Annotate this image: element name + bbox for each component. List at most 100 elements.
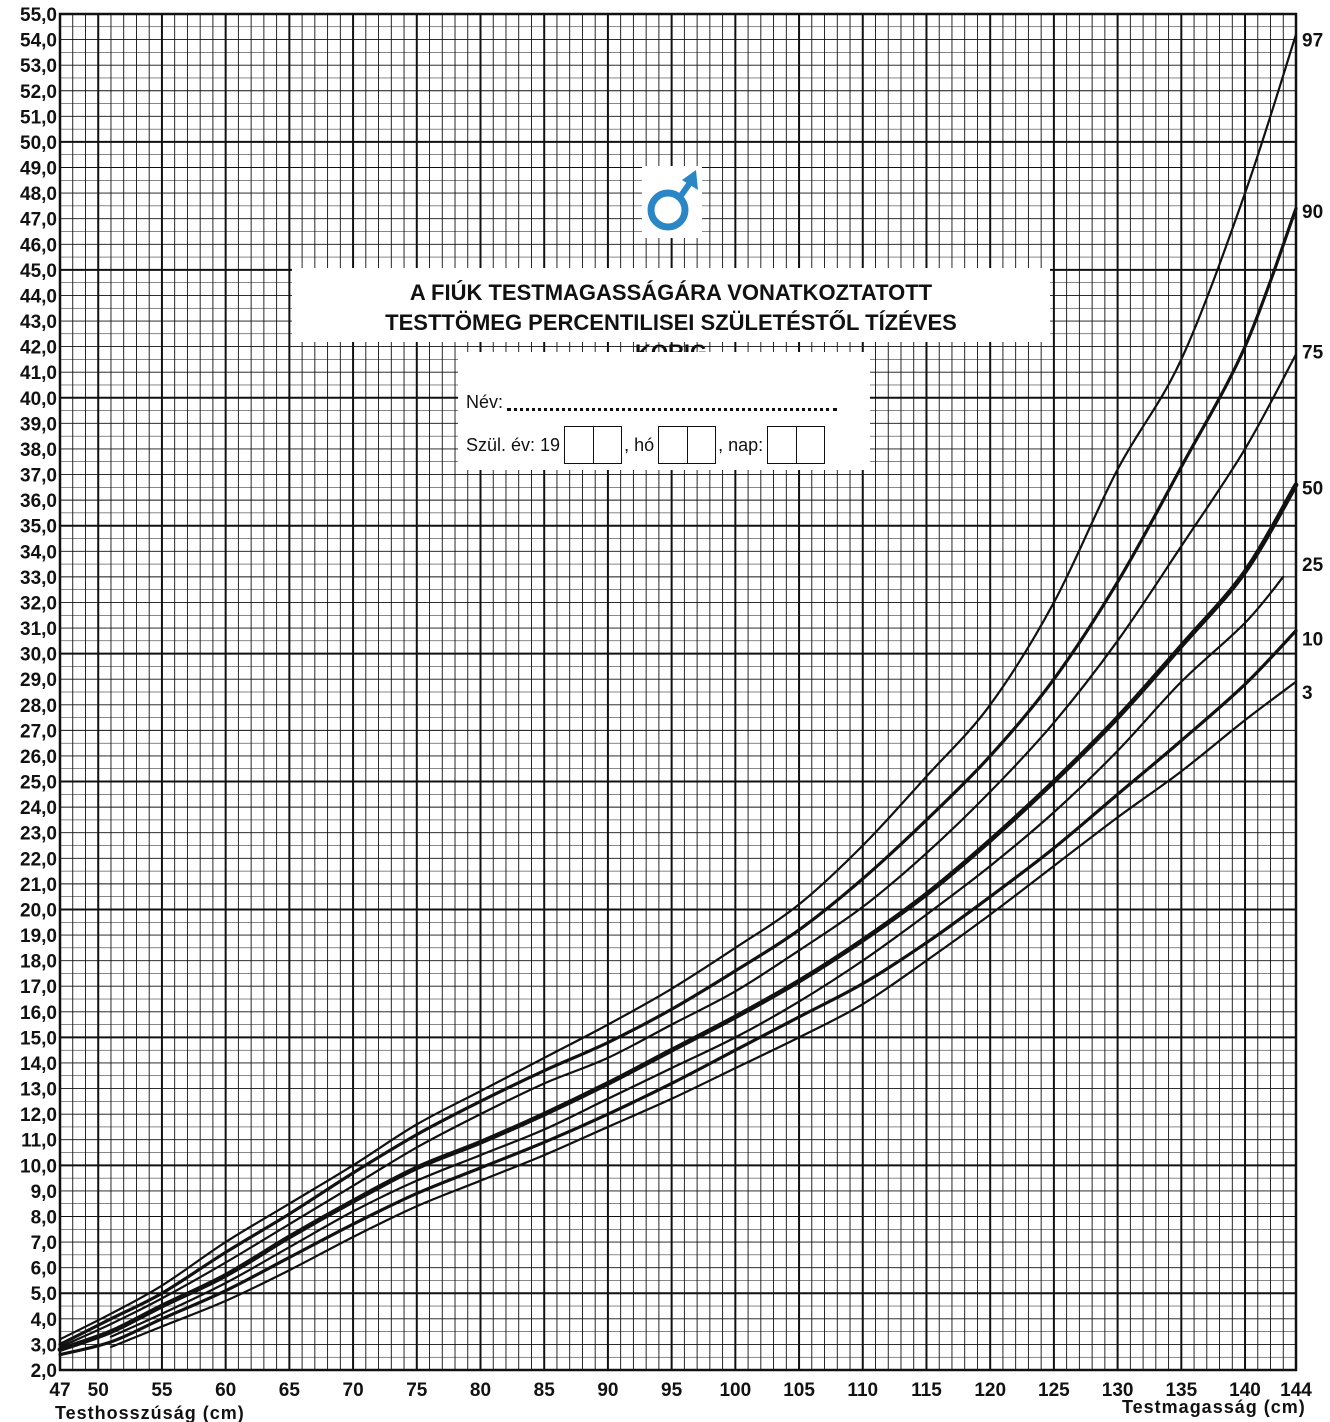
y-tick-label: 54,0 (20, 31, 57, 52)
male-symbol-icon (642, 166, 702, 238)
x-tick-label: 140 (1229, 1380, 1261, 1401)
major-grid (58, 12, 1298, 1372)
x-tick-label: 135 (1165, 1380, 1197, 1401)
y-tick-label: 41,0 (20, 363, 57, 384)
y-tick-label: 37,0 (20, 466, 57, 487)
y-tick-label: 5,0 (31, 1284, 57, 1305)
y-tick-label: 28,0 (20, 696, 57, 717)
name-field[interactable] (507, 394, 838, 411)
y-tick-label: 40,0 (20, 389, 57, 410)
y-tick-label: 25,0 (20, 773, 57, 794)
y-tick-label: 48,0 (20, 184, 57, 205)
y-tick-label: 13,0 (20, 1080, 57, 1101)
y-tick-label: 7,0 (31, 1233, 57, 1254)
y-tick-label: 15,0 (20, 1028, 57, 1049)
y-tick-label: 38,0 (20, 440, 57, 461)
y-tick-label: 20,0 (20, 900, 57, 921)
curve-p10 (58, 628, 1298, 1357)
birth-day-label: , nap: (718, 434, 764, 455)
y-tick-label: 27,0 (20, 721, 57, 742)
minor-grid (59, 14, 1297, 1371)
name-row: Név: (466, 392, 838, 413)
y-tick-label: 44,0 (20, 286, 57, 307)
y-tick-label: 32,0 (20, 593, 57, 614)
y-tick-label: 19,0 (20, 926, 57, 947)
name-label: Név: (466, 392, 504, 412)
curve-p25 (109, 575, 1285, 1338)
patient-form: Név: Szül. év: 19 , hó , nap: (458, 352, 870, 470)
x-tick-label: 120 (974, 1380, 1006, 1401)
percentile-curves (57, 33, 1299, 1357)
y-tick-label: 46,0 (20, 235, 57, 256)
percentile-label-90: 90 (1302, 202, 1323, 223)
x-tick-label: 105 (783, 1380, 815, 1401)
x-tick-labels: 47 50 55 60 65 70 75 80 85 90 95 100 105 110 115 120 125… (49, 1380, 1312, 1401)
x-tick-label: 90 (597, 1380, 618, 1401)
y-tick-label: 53,0 (20, 56, 57, 77)
curve-p3 (109, 680, 1298, 1349)
birth-year-field[interactable] (564, 426, 623, 464)
y-tick-label: 21,0 (20, 875, 57, 896)
x-tick-label: 85 (534, 1380, 556, 1401)
curve-p75 (58, 353, 1298, 1349)
x-tick-label: 70 (343, 1380, 364, 1401)
y-tick-label: 30,0 (20, 645, 57, 666)
y-tick-label: 49,0 (20, 159, 57, 180)
y-tick-label: 8,0 (31, 1207, 57, 1228)
y-tick-label: 26,0 (20, 747, 57, 768)
percentile-labels: 97 90 75 50 25 10 3 (1302, 31, 1324, 704)
x-axis-label-left: Testhosszúság (cm) (55, 1403, 245, 1422)
y-tick-label: 22,0 (20, 849, 57, 870)
y-tick-label: 4,0 (31, 1310, 57, 1331)
y-tick-label: 11,0 (21, 1131, 57, 1152)
x-tick-label: 55 (151, 1380, 173, 1401)
curve-p90 (58, 206, 1298, 1347)
y-tick-label: 24,0 (20, 798, 57, 819)
percentile-label-10: 10 (1302, 629, 1323, 650)
x-tick-label: 110 (847, 1380, 878, 1401)
y-tick-label: 55,0 (20, 5, 57, 26)
y-tick-label: 16,0 (20, 1003, 57, 1024)
y-tick-label: 6,0 (31, 1259, 57, 1280)
percentile-label-75: 75 (1302, 343, 1324, 364)
percentile-label-25: 25 (1302, 555, 1324, 576)
y-tick-label: 50,0 (20, 133, 57, 154)
y-tick-label: 12,0 (20, 1105, 57, 1126)
birth-day-field[interactable] (767, 426, 826, 464)
x-tick-label: 80 (470, 1380, 491, 1401)
y-tick-label: 9,0 (31, 1182, 57, 1203)
y-tick-label: 17,0 (20, 977, 57, 998)
curve-p50 (57, 482, 1299, 1352)
y-tick-label: 34,0 (20, 542, 57, 563)
x-tick-label: 75 (406, 1380, 428, 1401)
x-tick-label: 100 (719, 1380, 751, 1401)
x-tick-label: 50 (88, 1380, 109, 1401)
x-tick-label: 47 (49, 1380, 70, 1401)
y-tick-label: 45,0 (20, 261, 57, 282)
curve-p97 (58, 33, 1298, 1341)
y-tick-label: 47,0 (20, 210, 57, 231)
x-tick-label: 144 (1280, 1380, 1312, 1401)
y-tick-label: 23,0 (20, 824, 57, 845)
y-tick-label: 14,0 (20, 1054, 57, 1075)
y-tick-label: 35,0 (20, 517, 57, 538)
chart-title: A FIÚK TESTMAGASSÁGÁRA VONATKOZTATOTT TE… (292, 268, 1050, 365)
y-tick-label: 3,0 (31, 1335, 57, 1356)
y-tick-label: 36,0 (20, 491, 57, 512)
y-tick-labels: 2,0 3,0 4,0 5,0 6,0 7,0 8,0 9,0 10,0 11,0 12,0 13,0… (20, 5, 57, 1382)
y-tick-label: 33,0 (20, 568, 57, 589)
birth-month-label: , hó (624, 434, 655, 455)
y-tick-label: 43,0 (20, 312, 57, 333)
birth-year-label: Szül. év: 19 (466, 434, 561, 455)
percentile-label-3: 3 (1302, 683, 1313, 704)
y-tick-label: 42,0 (20, 338, 57, 359)
percentile-label-97: 97 (1302, 31, 1323, 52)
x-axis-label-right: Testmagasság (cm) (1122, 1397, 1306, 1417)
x-tick-label: 65 (279, 1380, 301, 1401)
x-tick-label: 125 (1038, 1380, 1070, 1401)
y-tick-label: 2,0 (31, 1361, 57, 1382)
x-tick-label: 115 (911, 1380, 942, 1401)
chart-title-text: A FIÚK TESTMAGASSÁGÁRA VONATKOZTATOTT TE… (385, 280, 957, 365)
birth-month-field[interactable] (658, 426, 717, 464)
